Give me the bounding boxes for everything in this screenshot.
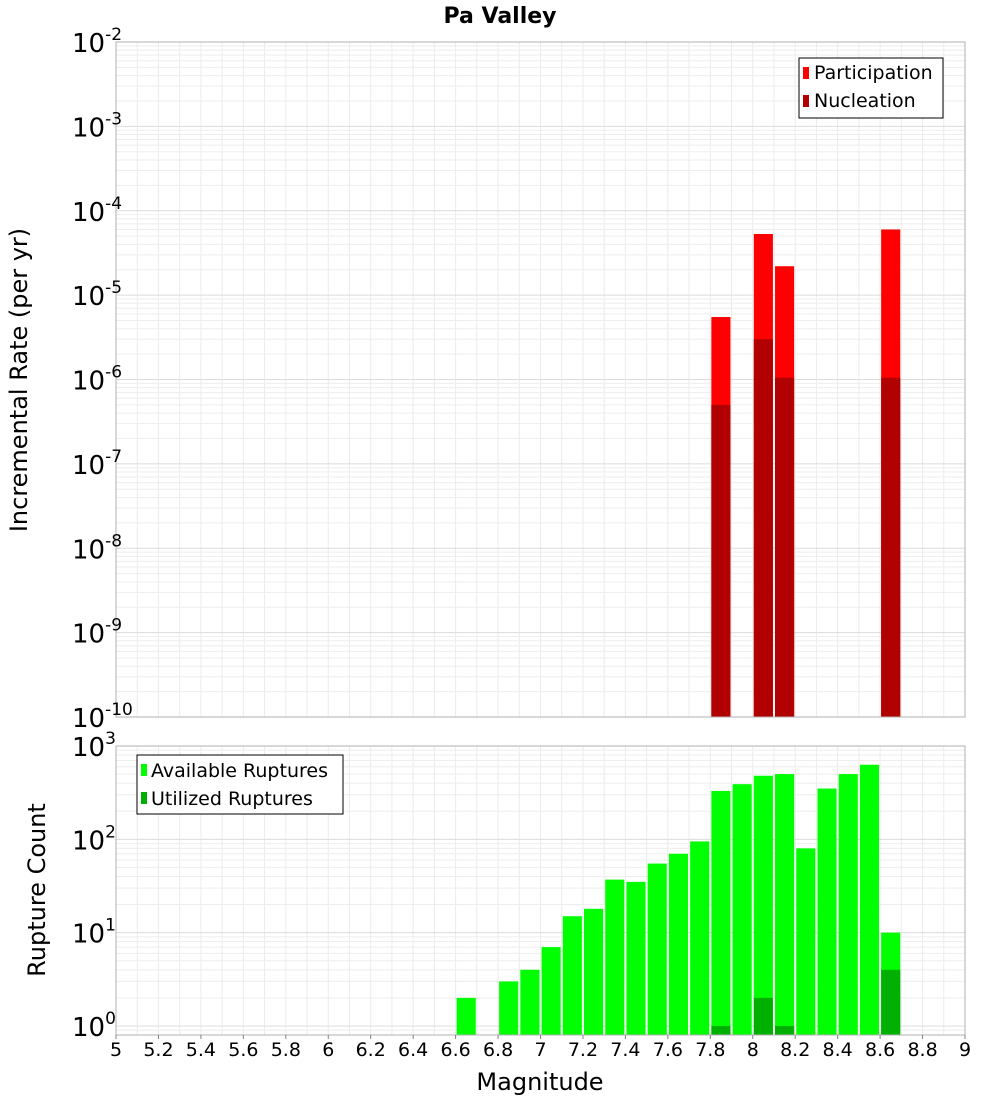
bottom-bar-available-ruptures [562, 916, 582, 1035]
x-tick-label: 7.6 [653, 1039, 683, 1061]
legend-label-available-ruptures: Available Ruptures [151, 760, 328, 782]
x-tick-label: 8 [747, 1039, 759, 1061]
bottom-bar-available-ruptures [690, 841, 710, 1035]
bottom-bar-available-ruptures [817, 788, 837, 1035]
bottom-bar-available-ruptures [711, 790, 731, 1035]
x-tick-label: 8.4 [823, 1039, 853, 1061]
bottom-y-tick-label: 101 [72, 916, 116, 950]
x-axis-label: Magnitude [476, 1068, 603, 1096]
x-tick-label: 8.2 [780, 1039, 810, 1061]
bottom-bar-available-ruptures [584, 908, 604, 1035]
legend-label-participation: Participation [814, 62, 933, 84]
bottom-bar-available-ruptures [753, 775, 773, 1035]
top-y-ticks: 10-10 10-9 10-8 10-7 10-6 10-5 10-4 10-3 10-2 [72, 25, 133, 734]
x-tick-label: 5.8 [271, 1039, 301, 1061]
bottom-bar-utilized-ruptures [711, 1025, 731, 1035]
legend-swatch-nucleation [803, 95, 809, 107]
x-tick-label: 7 [534, 1039, 546, 1061]
top-y-tick-label: 10-6 [72, 363, 122, 397]
legend-swatch-participation [803, 67, 809, 79]
bottom-bar-available-ruptures [605, 879, 625, 1035]
x-tick-label: 6.6 [440, 1039, 470, 1061]
x-tick-label: 6.8 [483, 1039, 513, 1061]
legend-label-utilized-ruptures: Utilized Ruptures [151, 788, 313, 810]
top-y-tick-label: 10-8 [72, 531, 122, 565]
legend-swatch-available-ruptures [141, 764, 147, 776]
top-y-tick-label: 10-4 [72, 194, 122, 228]
bottom-bar-available-ruptures [838, 774, 858, 1035]
x-tick-label: 8.8 [907, 1039, 937, 1061]
x-tick-label: 9 [959, 1039, 971, 1061]
legend-label-nucleation: Nucleation [814, 90, 916, 112]
bottom-y-tick-label: 100 [72, 1009, 116, 1043]
x-tick-label: 6 [322, 1039, 334, 1061]
top-bar-nucleation [775, 377, 795, 717]
x-tick-label: 5.2 [143, 1039, 173, 1061]
top-grid [116, 42, 965, 717]
bottom-bar-available-ruptures [456, 997, 476, 1035]
top-bars [711, 229, 901, 717]
top-y-tick-label: 10-10 [72, 700, 133, 734]
legend-swatch-utilized-ruptures [141, 792, 147, 804]
bottom-bar-available-ruptures [520, 969, 540, 1035]
bottom-y-axis-label: Rupture Count [23, 803, 51, 977]
x-tick-label: 5 [110, 1039, 122, 1061]
bottom-y-tick-label: 102 [72, 822, 116, 856]
x-tick-label: 5.4 [186, 1039, 216, 1061]
bottom-bar-utilized-ruptures [753, 997, 773, 1035]
top-legend-box [798, 57, 944, 119]
bottom-bar-available-ruptures [859, 764, 880, 1035]
x-tick-label: 7.8 [695, 1039, 725, 1061]
bottom-legend-box [136, 754, 344, 815]
bottom-bar-available-ruptures [668, 853, 689, 1035]
bottom-bar-available-ruptures [499, 981, 519, 1035]
bottom-bars [456, 764, 901, 1035]
x-ticks: 5 5.2 5.4 5.6 5.8 6 6.2 6.4 6.6 6.8 7 7.2 7.4 7.6 7.8 8… [110, 1035, 971, 1061]
x-tick-label: 6.2 [356, 1039, 386, 1061]
top-y-tick-label: 10-7 [72, 447, 122, 481]
top-y-tick-label: 10-5 [72, 278, 122, 312]
chart-title: Pa Valley [443, 4, 556, 29]
top-y-tick-label: 10-9 [72, 616, 122, 650]
bottom-y-ticks: 100 101 102 103 [72, 729, 116, 1043]
bottom-bar-utilized-ruptures [881, 969, 901, 1035]
bottom-legend: Available Ruptures Utilized Ruptures [136, 754, 344, 815]
bottom-bar-available-ruptures [796, 848, 816, 1035]
x-tick-label: 7.2 [568, 1039, 598, 1061]
top-y-axis-label: Incremental Rate (per yr) [5, 228, 33, 532]
bottom-bar-available-ruptures [732, 784, 752, 1035]
top-bar-nucleation [711, 404, 731, 717]
bottom-bar-available-ruptures [647, 863, 667, 1035]
bottom-bar-utilized-ruptures [775, 1025, 795, 1035]
top-bar-nucleation [881, 377, 901, 717]
top-bar-nucleation [753, 339, 773, 717]
x-tick-label: 5.6 [228, 1039, 258, 1061]
top-y-tick-label: 10-3 [72, 109, 122, 143]
top-legend: Participation Nucleation [798, 57, 944, 119]
x-tick-label: 6.4 [398, 1039, 428, 1061]
bottom-bar-available-ruptures [626, 881, 646, 1035]
top-plot-border [115, 41, 966, 718]
bottom-y-tick-label: 103 [72, 729, 116, 763]
bottom-bar-available-ruptures [541, 947, 561, 1035]
x-tick-label: 7.4 [610, 1039, 640, 1061]
bottom-bar-available-ruptures [775, 774, 795, 1035]
x-tick-label: 8.6 [865, 1039, 895, 1061]
top-y-tick-label: 10-2 [72, 25, 122, 59]
